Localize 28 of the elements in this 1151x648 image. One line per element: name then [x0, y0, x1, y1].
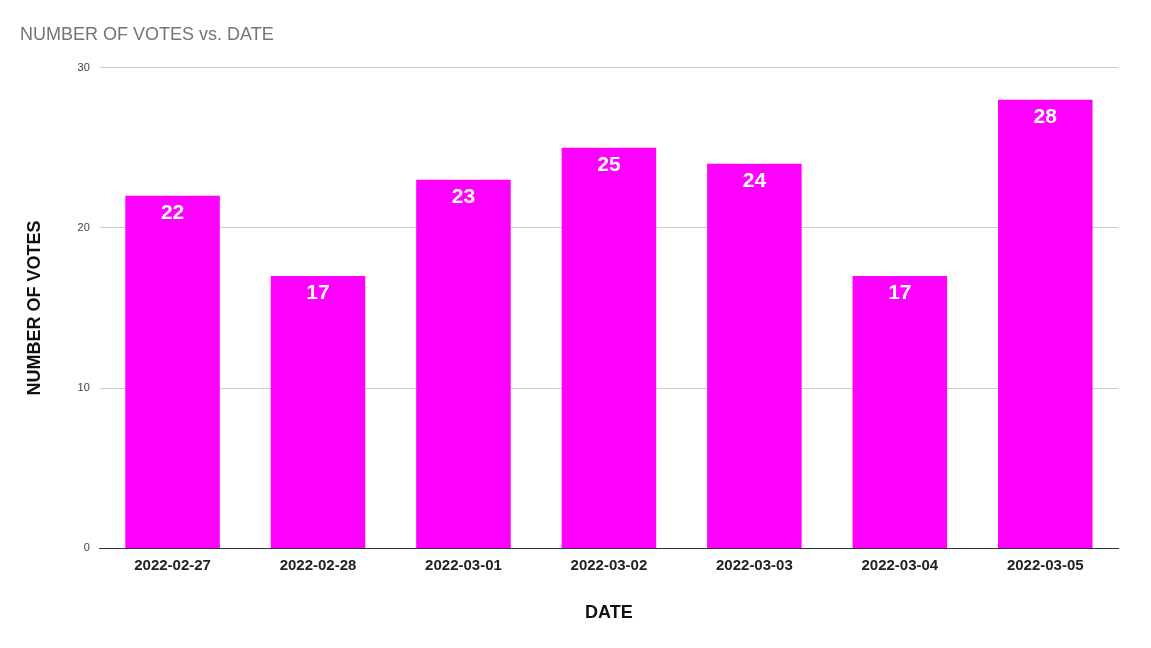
bar: [998, 99, 1093, 548]
bar: [125, 195, 220, 548]
data-label: 24: [742, 168, 767, 192]
bar: [707, 163, 802, 548]
y-tick-label: 30: [77, 60, 90, 73]
data-label: 25: [597, 152, 621, 176]
y-tick-label: 20: [77, 220, 90, 233]
data-label: 17: [888, 280, 912, 304]
x-tick-label: 2022-03-05: [1006, 555, 1084, 573]
data-label: 22: [160, 200, 185, 224]
chart-title: NUMBER OF VOTES vs. DATE: [20, 23, 274, 44]
x-tick-label: 2022-02-28: [279, 555, 357, 573]
y-tick-label: 0: [83, 541, 90, 554]
data-label: 23: [451, 184, 476, 208]
bar: [270, 275, 366, 548]
x-tick-label: 2022-03-03: [716, 555, 793, 573]
x-tick-label: 2022-03-02: [570, 555, 648, 573]
bar: [561, 147, 657, 548]
bar: [416, 179, 511, 548]
x-axis-title: DATE: [585, 602, 633, 623]
bar: [852, 275, 948, 548]
x-tick-label: 2022-02-27: [134, 555, 211, 573]
x-tick-label: 2022-03-04: [861, 555, 939, 573]
data-label: 28: [1033, 103, 1058, 127]
y-tick-label: 10: [77, 381, 90, 394]
x-tick-label: 2022-03-01: [425, 555, 502, 573]
y-axis-title: NUMBER OF VOTES: [23, 220, 44, 396]
data-label: 17: [306, 280, 330, 304]
